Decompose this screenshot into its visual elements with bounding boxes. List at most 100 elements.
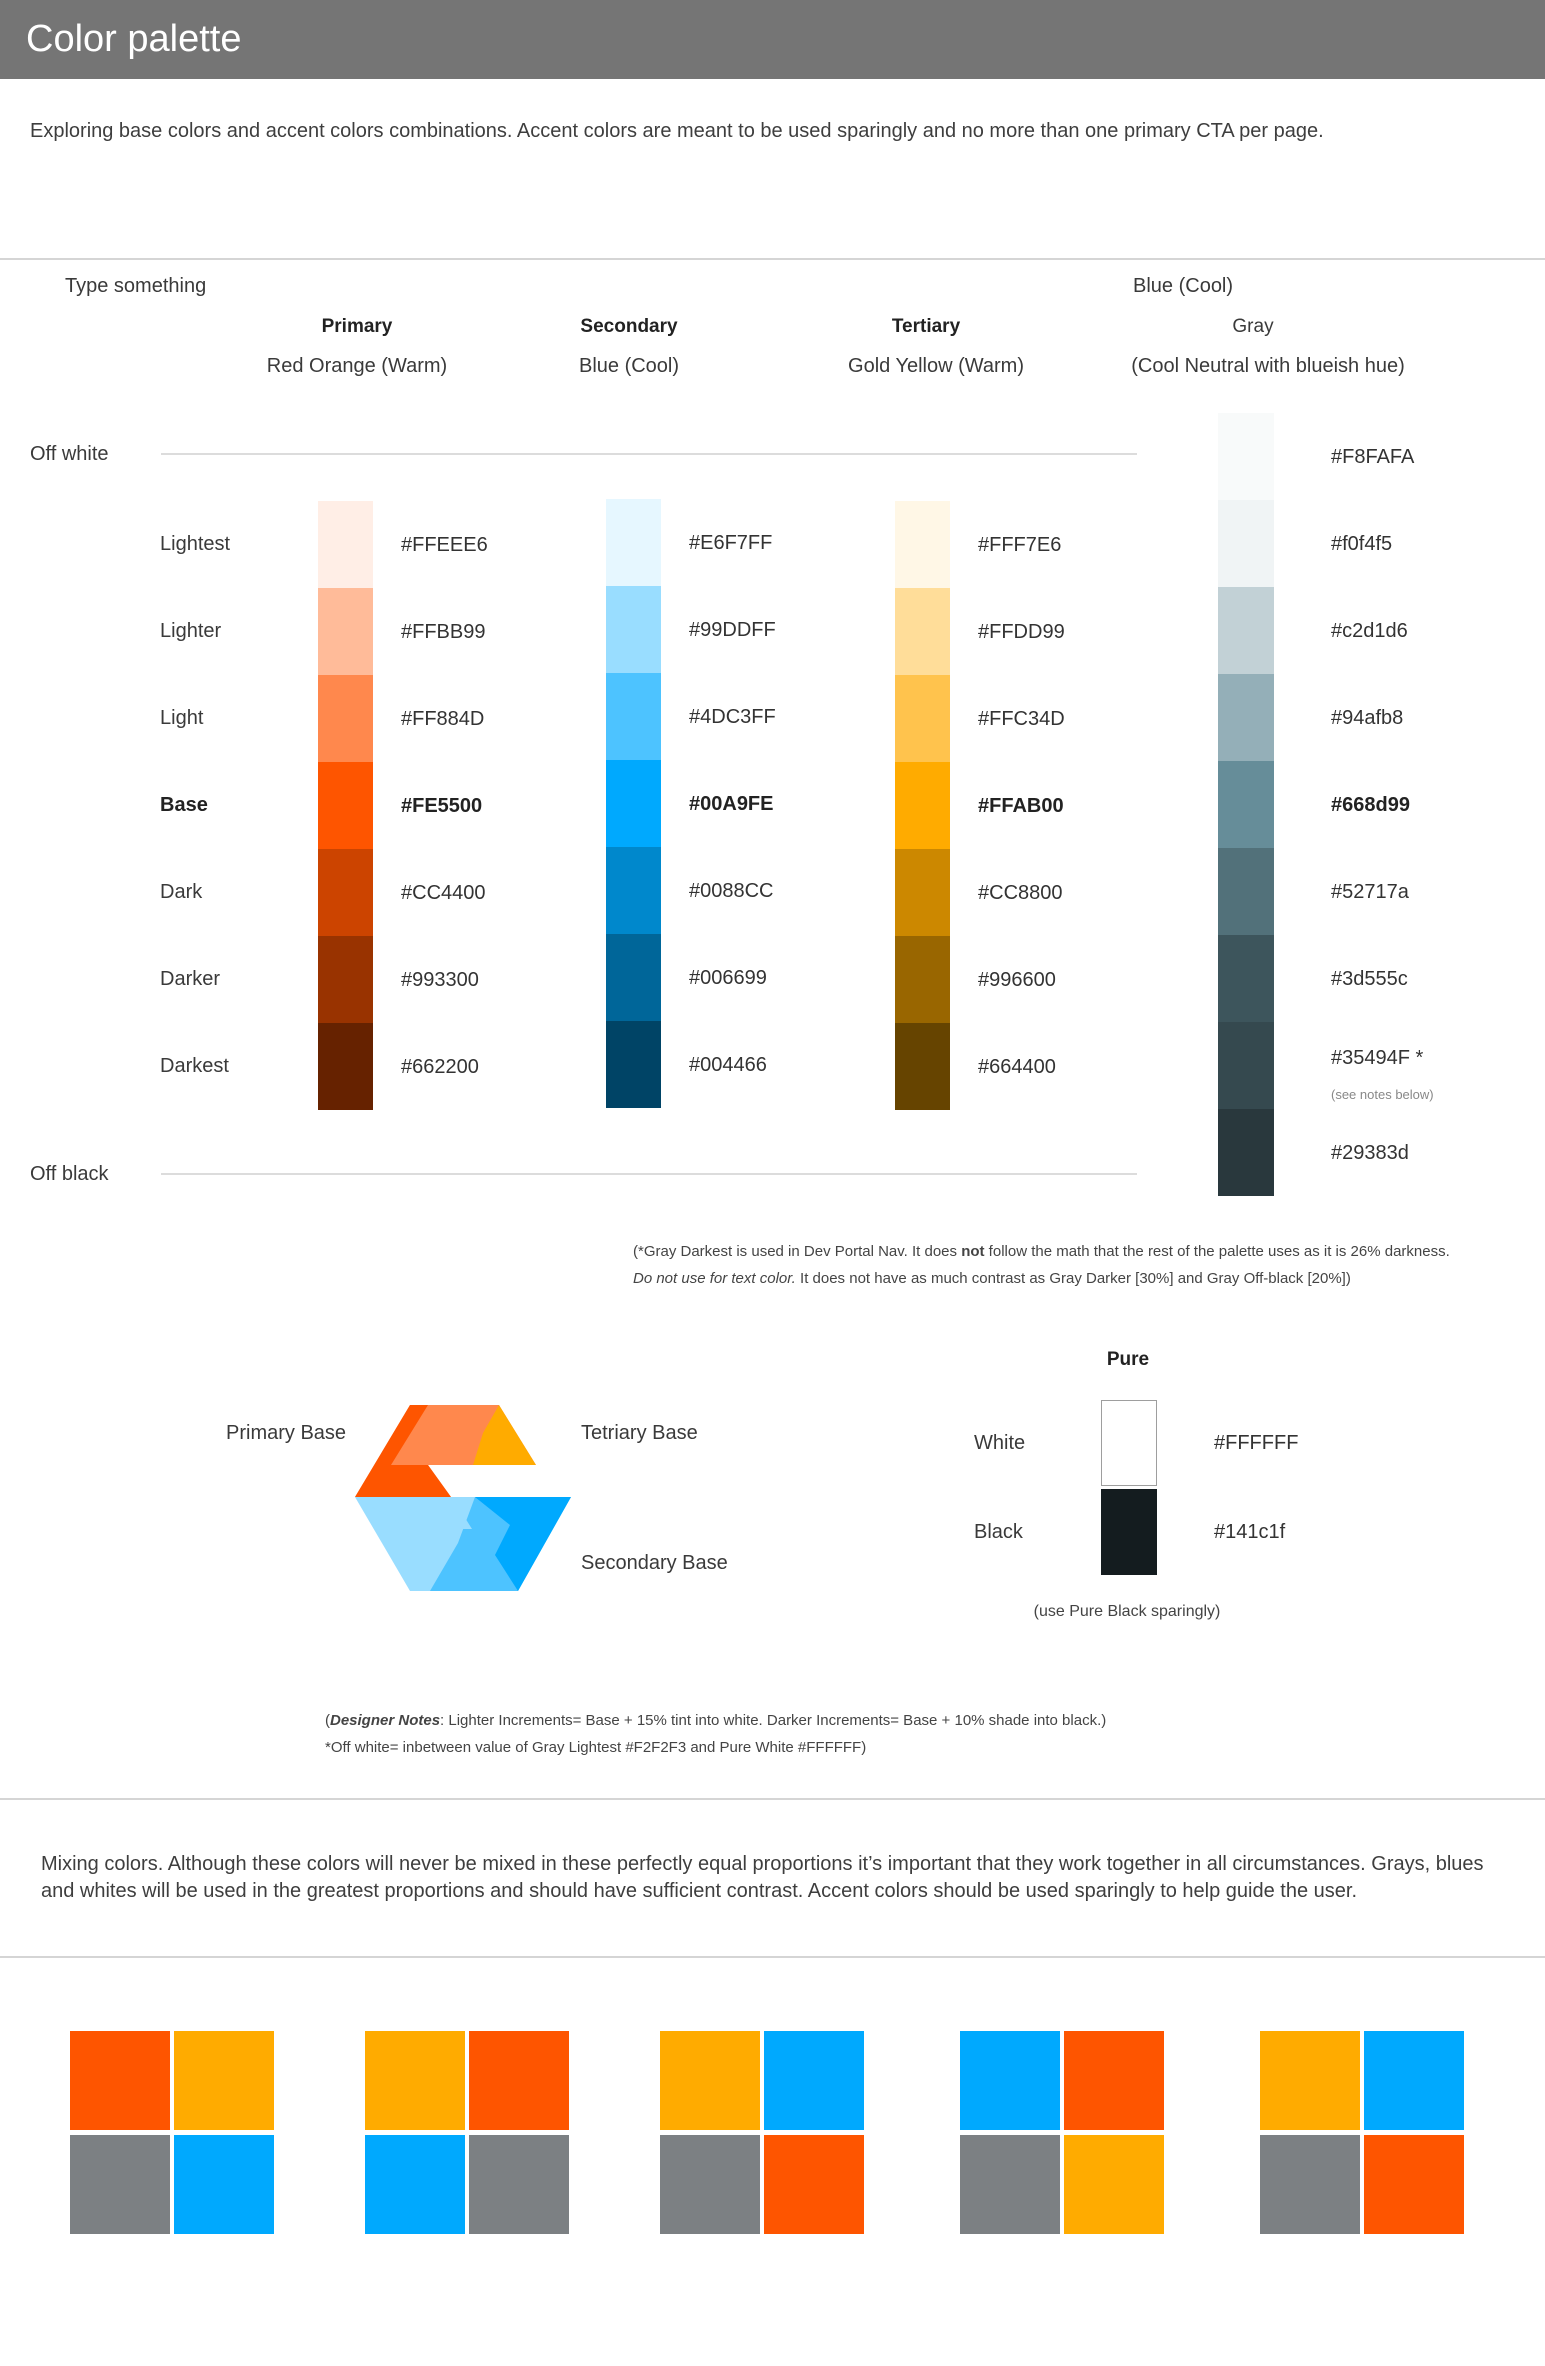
primary-hex-0: #FFEEE6 xyxy=(401,533,488,556)
gray-swatch-4 xyxy=(1218,761,1274,848)
secondary-swatch-3 xyxy=(606,760,661,847)
gray-hex-2: #c2d1d6 xyxy=(1331,619,1408,642)
mix-tile xyxy=(174,2135,274,2234)
tertiary-hex-1: #FFDD99 xyxy=(978,620,1065,643)
gray-swatch-7 xyxy=(1218,1022,1274,1109)
secondary-swatch-6 xyxy=(606,1021,661,1108)
gray-swatch-1 xyxy=(1218,500,1274,587)
gray-darkest-footnote-line1: (*Gray Darkest is used in Dev Portal Nav… xyxy=(633,1243,1450,1260)
gray-hex-4: #668d99 xyxy=(1331,793,1410,816)
gray-hex-3: #94afb8 xyxy=(1331,706,1404,729)
mix-tile xyxy=(469,2031,569,2130)
logo-tertiary-shard xyxy=(473,1405,536,1465)
gray-hex-6: #3d555c xyxy=(1331,967,1408,990)
primary-subtitle: Red Orange (Warm) xyxy=(266,355,448,377)
gray-swatch-2 xyxy=(1218,587,1274,674)
shade-label-light: Light xyxy=(160,707,204,729)
designer-notes-line2: *Off white= inbetween value of Gray Ligh… xyxy=(325,1739,867,1756)
logo-lightest-blue-shard xyxy=(355,1497,472,1529)
primary-swatch-6 xyxy=(318,1023,373,1110)
designer-notes-line1: (Designer Notes: Lighter Increments= Bas… xyxy=(325,1712,1107,1729)
pure-white-swatch xyxy=(1101,1400,1157,1486)
primary-swatch-column: #FFEEE6 #FFBB99 #FF884D #FE5500 #CC4400 #9933… xyxy=(318,501,778,1110)
primary-hex-5: #993300 xyxy=(401,968,479,991)
off-white-label: Off white xyxy=(30,443,109,465)
primary-hex-4: #CC4400 xyxy=(401,881,486,904)
tertiary-heading: Tertiary xyxy=(891,316,961,337)
mix-tile xyxy=(70,2031,170,2130)
secondary-subtitle: Blue (Cool) xyxy=(578,355,680,377)
logo-primary-shard xyxy=(355,1405,451,1497)
header-bar xyxy=(0,0,1545,79)
secondary-hex-4: #0088CC xyxy=(689,879,774,902)
type-something-label: Type something xyxy=(65,275,207,297)
logo-secondary-shard xyxy=(475,1497,571,1591)
see-notes-below: (see notes below) xyxy=(1331,1087,1434,1102)
divider xyxy=(0,1956,1545,1958)
mix-tile xyxy=(1260,2031,1360,2130)
shade-label-dark: Dark xyxy=(160,881,203,903)
tertiary-base-label: Tetriary Base xyxy=(581,1422,698,1444)
mix-tile xyxy=(70,2135,170,2234)
tertiary-swatch-4 xyxy=(895,849,950,936)
shade-label-base: Base xyxy=(160,794,208,816)
mix-group-1 xyxy=(365,2031,571,2237)
mix-tile xyxy=(1260,2135,1360,2234)
primary-swatch-0 xyxy=(318,501,373,588)
gray-swatch-5 xyxy=(1218,848,1274,935)
tertiary-hex-0: #FFF7E6 xyxy=(978,533,1062,556)
mix-tile xyxy=(660,2031,760,2130)
primary-hex-2: #FF884D xyxy=(401,707,485,730)
secondary-hex-2: #4DC3FF xyxy=(689,705,776,728)
tertiary-hex-2: #FFC34D xyxy=(978,707,1065,730)
off-white-line xyxy=(161,453,1137,455)
pure-black-label: Black xyxy=(974,1521,1023,1543)
pure-black-note: (use Pure Black sparingly) xyxy=(1033,1603,1221,1620)
color-mark-logo xyxy=(355,1405,571,1591)
gray-swatch-0 xyxy=(1218,413,1274,500)
mix-tile xyxy=(365,2135,465,2234)
tertiary-hex-5: #996600 xyxy=(978,968,1056,991)
primary-swatch-3 xyxy=(318,762,373,849)
tertiary-hex-4: #CC8800 xyxy=(978,881,1063,904)
pure-black-hex: #141c1f xyxy=(1214,1521,1286,1543)
mix-tile xyxy=(960,2135,1060,2234)
tertiary-swatch-2 xyxy=(895,675,950,762)
mix-tile xyxy=(764,2135,864,2234)
secondary-swatch-column: #E6F7FF #99DDFF #4DC3FF #00A9FE #0088CC #0066… xyxy=(606,499,1066,1108)
gray-hex-0: #F8FAFA xyxy=(1331,445,1415,468)
gray-family-label: Blue (Cool) xyxy=(1133,275,1234,297)
tertiary-swatch-6 xyxy=(895,1023,950,1110)
tertiary-swatch-1 xyxy=(895,588,950,675)
gray-hex-8: #29383d xyxy=(1331,1141,1409,1164)
mix-tile xyxy=(469,2135,569,2234)
secondary-hex-3: #00A9FE xyxy=(689,792,774,815)
secondary-swatch-0 xyxy=(606,499,661,586)
primary-swatch-1 xyxy=(318,588,373,675)
mix-tile xyxy=(660,2135,760,2234)
mixing-swatch-groups xyxy=(70,2031,1470,2237)
pure-white-hex: #FFFFFF xyxy=(1214,1432,1299,1454)
pure-black-swatch xyxy=(1101,1489,1157,1575)
secondary-swatch-5 xyxy=(606,934,661,1021)
mix-group-2 xyxy=(660,2031,866,2237)
shade-label-lightest: Lightest xyxy=(160,533,231,555)
secondary-swatch-4 xyxy=(606,847,661,934)
pure-heading: Pure xyxy=(1106,1349,1150,1370)
secondary-base-label: Secondary Base xyxy=(581,1552,728,1574)
off-black-line xyxy=(161,1173,1137,1175)
primary-hex-3: #FE5500 xyxy=(401,794,483,817)
gray-hex-5: #52717a xyxy=(1331,880,1409,903)
off-black-label: Off black xyxy=(30,1163,109,1185)
primary-swatch-4 xyxy=(318,849,373,936)
mix-tile xyxy=(365,2031,465,2130)
primary-swatch-2 xyxy=(318,675,373,762)
shade-label-darker: Darker xyxy=(160,968,221,990)
mix-tile xyxy=(174,2031,274,2130)
gray-swatch-8 xyxy=(1218,1109,1274,1196)
gray-hex-1: #f0f4f5 xyxy=(1331,532,1393,555)
mix-tile xyxy=(1064,2135,1164,2234)
gray-heading: Gray xyxy=(1232,316,1274,337)
primary-heading: Primary xyxy=(321,316,393,337)
intro-text: Exploring base colors and accent colors … xyxy=(30,120,1324,142)
